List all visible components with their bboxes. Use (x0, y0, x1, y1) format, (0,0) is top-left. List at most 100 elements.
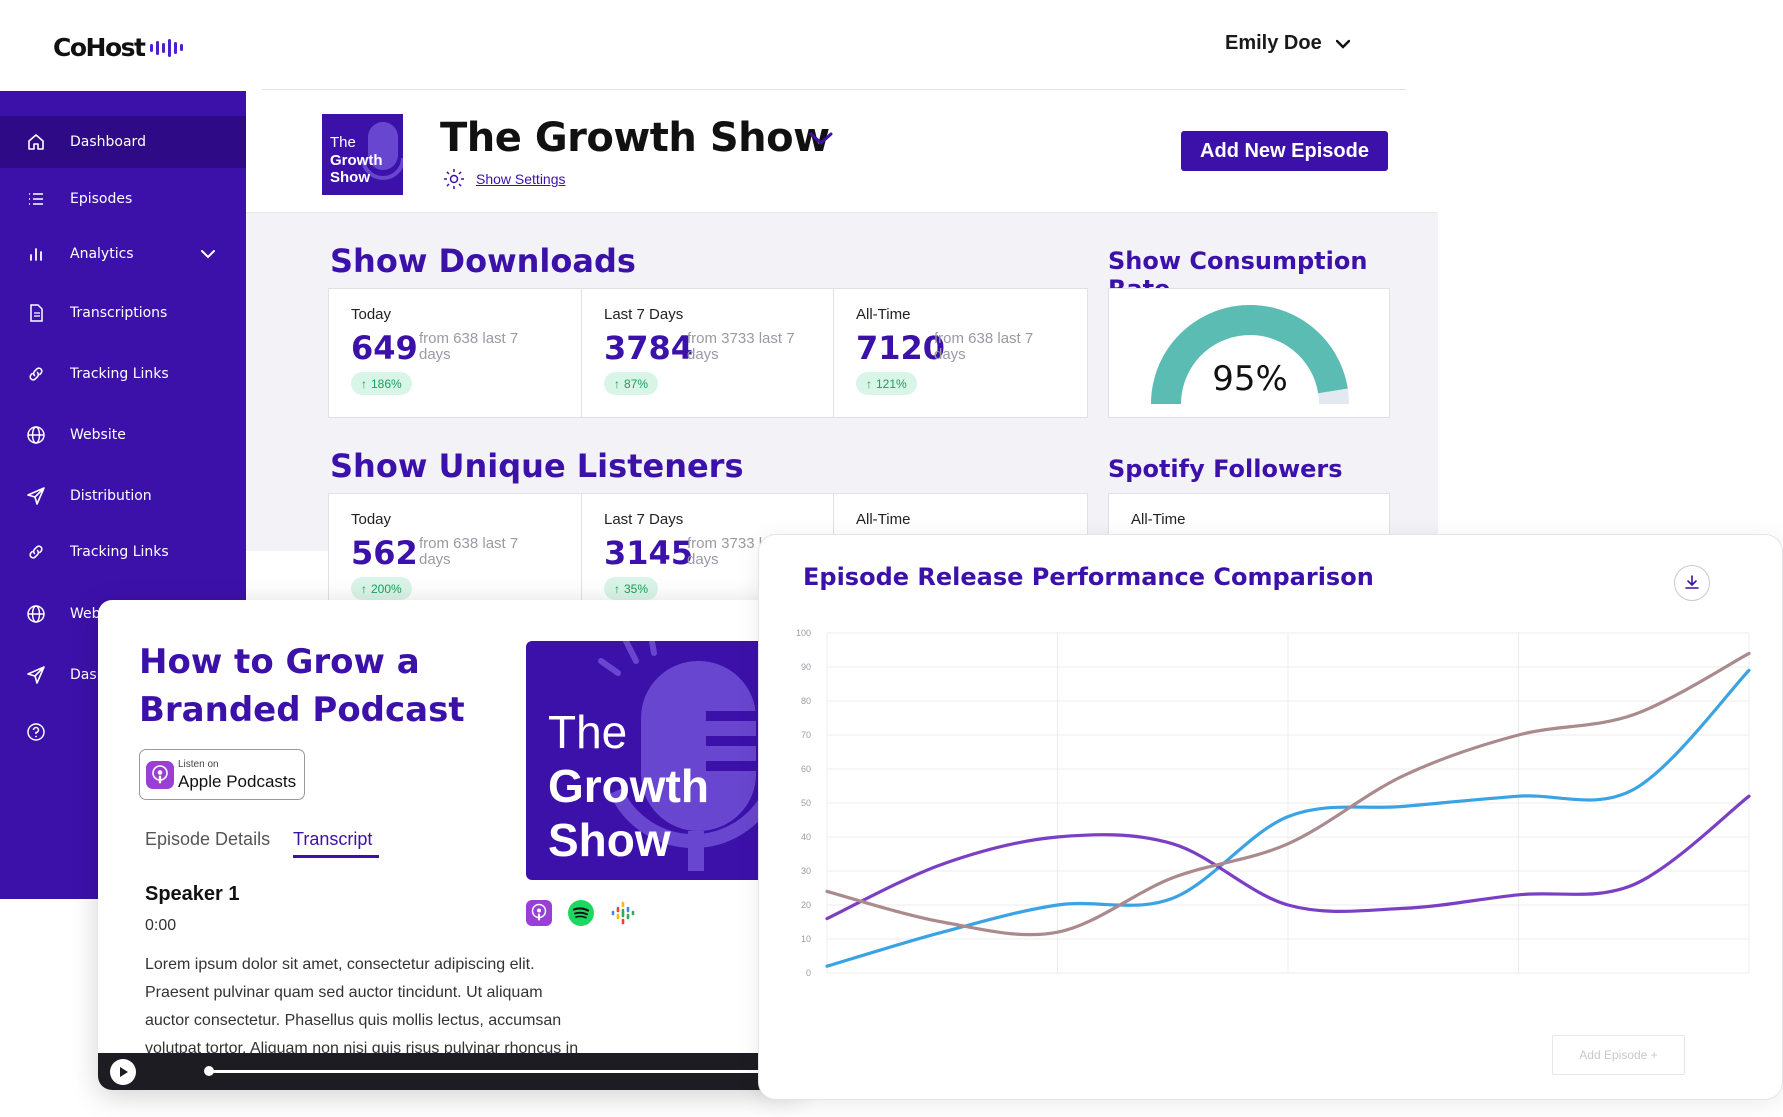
globe-icon (26, 425, 46, 445)
link-icon (26, 364, 46, 384)
show-switcher-chevron-icon[interactable] (808, 131, 834, 152)
listeners-all-time: All-Time (834, 494, 1088, 622)
stat-comparison: from 638 last 7 days (934, 330, 1034, 363)
y-tick-label: 60 (801, 764, 811, 774)
document-icon (26, 303, 46, 323)
sidebar-item-label: Dashboard (70, 134, 146, 150)
y-tick-label: 100 (796, 628, 811, 638)
show-downloads-title: Show Downloads (330, 242, 636, 280)
performance-line-chart: 0 10 20 30 40 50 60 70 80 90 100 (796, 628, 1751, 978)
y-tick-label: 40 (801, 832, 811, 842)
header-divider (262, 89, 1406, 90)
cohost-logo[interactable]: CoHost (53, 33, 184, 62)
chevron-down-icon (1335, 39, 1350, 49)
download-button[interactable] (1674, 565, 1710, 601)
audio-player (98, 1053, 804, 1090)
download-icon (1685, 575, 1699, 589)
sidebar-item-episodes[interactable]: Episodes (0, 173, 246, 225)
sidebar-item-website[interactable]: Website (0, 409, 246, 461)
microphone-icon (598, 641, 765, 871)
globe-icon (26, 604, 46, 624)
chevron-down-icon[interactable] (200, 246, 216, 263)
sidebar-item-tracking-links[interactable]: Tracking Links (0, 348, 246, 400)
stat-value: 3145 (604, 534, 694, 572)
help-icon[interactable] (26, 722, 46, 742)
downloads-today: Today 649 from 638 last 7 days ↑ 186% (329, 289, 582, 417)
playback-scrubber-handle[interactable] (204, 1066, 214, 1076)
y-tick-label: 90 (801, 662, 811, 672)
play-icon (120, 1067, 128, 1077)
dashboard-main: The Growth Show The Growth Show Show Sett… (246, 91, 1438, 623)
speaker-timecode: 0:00 (145, 917, 177, 934)
y-tick-label: 30 (801, 866, 811, 876)
show-settings: Show Settings (442, 167, 566, 191)
episode-title: How to Grow a Branded Podcast (139, 642, 465, 730)
gear-icon[interactable] (442, 167, 466, 191)
list-icon (26, 189, 46, 209)
listeners-today: Today 562 from 638 last 7 days ↑ 200% (329, 494, 582, 622)
playback-progress-track[interactable] (208, 1070, 798, 1073)
stat-label: All-Time (856, 511, 911, 528)
series-line-1 (825, 668, 1751, 968)
arrow-up-icon: ↑ (614, 581, 620, 596)
sidebar-item-tracking-links-2[interactable]: Tracking Links (0, 526, 246, 578)
consumption-gauge (1151, 305, 1349, 405)
stat-value: 649 (351, 329, 418, 367)
show-cover-thumbnail[interactable]: The Growth Show (322, 114, 403, 195)
tab-transcript[interactable]: Transcript (293, 829, 373, 849)
speaker-name: Speaker 1 (145, 883, 240, 905)
stat-label: All-Time (856, 306, 911, 323)
spotify-icon[interactable] (568, 900, 594, 926)
bar-chart-icon (26, 244, 46, 264)
sidebar-item-label: Analytics (70, 246, 134, 262)
tab-episode-details[interactable]: Episode Details (145, 829, 271, 849)
user-name: Emily Doe (1225, 32, 1322, 54)
arrow-up-icon: ↑ (614, 376, 620, 391)
send-icon (26, 665, 46, 685)
sidebar-item-label: Transcriptions (70, 305, 168, 321)
growth-badge: ↑ 121% (856, 372, 917, 395)
spotify-followers-title: Spotify Followers (1108, 455, 1343, 483)
sidebar-item-label: Dasi (70, 667, 101, 683)
add-episode-button[interactable]: Add Episode + (1552, 1035, 1685, 1075)
y-tick-label: 20 (801, 900, 811, 910)
consumption-rate-value: 95% (1212, 359, 1288, 399)
user-menu[interactable]: Emily Doe (1225, 32, 1350, 55)
add-new-episode-button[interactable]: Add New Episode (1181, 131, 1388, 171)
stat-label: All-Time (1131, 511, 1186, 528)
episode-card: How to Grow a Branded Podcast Listen on … (98, 600, 804, 1090)
series-line-2 (825, 794, 1751, 921)
sidebar-item-distribution[interactable]: Distribution (0, 470, 246, 522)
play-button[interactable] (110, 1059, 136, 1085)
downloads-last-7-days: Last 7 Days 3784 from 3733 last 7 days ↑… (582, 289, 834, 417)
sidebar-item-website-2[interactable]: Web (0, 588, 246, 640)
cover-text: The Growth Show (548, 706, 709, 866)
apple-podcasts-badge[interactable]: Listen on Apple Podcasts (139, 749, 305, 800)
y-tick-label: 70 (801, 730, 811, 740)
platform-links (526, 900, 636, 926)
google-podcasts-icon[interactable] (610, 900, 636, 926)
sidebar-item-analytics[interactable]: Analytics (0, 228, 246, 280)
chart-title: Episode Release Performance Comparison (803, 563, 1374, 591)
growth-badge: ↑ 87% (604, 372, 659, 395)
show-title: The Growth Show (440, 115, 830, 161)
arrow-up-icon: ↑ (361, 376, 367, 391)
stat-value: 3784 (604, 329, 694, 367)
sidebar-item-distribution-2[interactable]: Dasi (0, 649, 246, 701)
send-icon (26, 486, 46, 506)
listeners-last-7-days: Last 7 Days 3145 from 3733 last 7 days ↑… (582, 494, 834, 622)
sidebar-item-label: Website (70, 427, 126, 443)
sidebar-item-transcriptions[interactable]: Transcriptions (0, 287, 246, 339)
episode-cover-art: The Growth Show (526, 641, 765, 880)
apple-podcasts-icon (146, 761, 174, 789)
stat-label: Last 7 Days (604, 511, 684, 528)
home-icon (26, 132, 46, 152)
downloads-all-time: All-Time 7120 from 638 last 7 days ↑ 121% (834, 289, 1088, 417)
link-icon (26, 542, 46, 562)
apple-podcasts-icon[interactable] (526, 900, 552, 926)
microphone-icon (361, 122, 403, 180)
show-settings-link[interactable]: Show Settings (476, 171, 566, 187)
sidebar-item-dashboard[interactable]: Dashboard (0, 116, 246, 168)
growth-badge: ↑ 35% (604, 577, 659, 600)
y-tick-label: 0 (806, 968, 811, 978)
